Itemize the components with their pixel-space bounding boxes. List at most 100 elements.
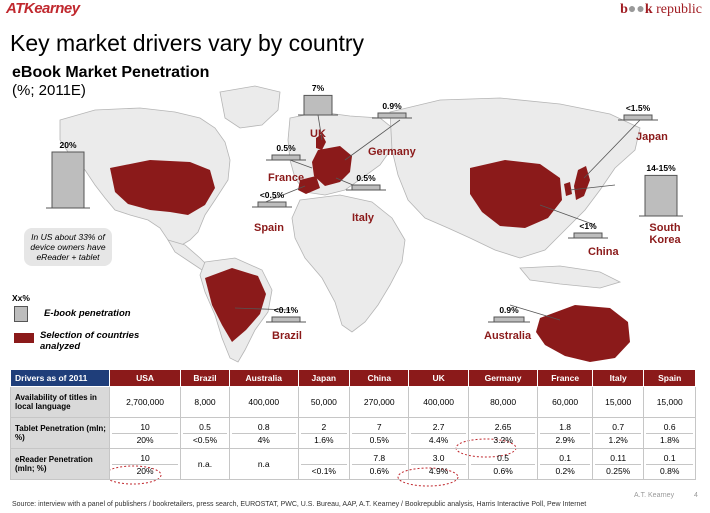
footer-brand: A.T. Kearney	[634, 492, 675, 499]
table-row-header: eReader Penetration (mln; %)	[10, 448, 110, 480]
table-row-header: Tablet Penetration (mln; %)	[10, 417, 110, 449]
country-label-brazil: Brazil	[272, 330, 302, 342]
china-shape	[470, 160, 562, 228]
table-col-australia: Australia	[228, 369, 299, 387]
table-cell: 8,000	[180, 386, 230, 418]
chart-title: eBook Market Penetration	[12, 64, 210, 81]
value-label-australia: 0.9%	[499, 305, 519, 315]
bar-italy	[351, 184, 381, 191]
table-cell: 15,000	[643, 386, 696, 418]
table-cell: 0.5 0.6%	[467, 448, 539, 480]
table-cell: 2,700,000	[108, 386, 182, 418]
bookrepublic-logo: b●●k republic	[620, 2, 702, 18]
japan-shape	[574, 166, 590, 200]
table-cell: 3.0 4.9%	[408, 448, 469, 480]
country-label-japan: Japan	[636, 131, 668, 143]
leader-lines	[234, 114, 641, 321]
bar-china	[573, 232, 603, 239]
country-label-australia: Australia	[484, 330, 532, 342]
table-cell: 0.5 <0.5%	[180, 417, 230, 449]
table-col-uk: UK	[408, 369, 469, 387]
table-cell: 2.65 3.2%	[467, 417, 539, 449]
uk-shape	[316, 134, 326, 150]
table-cell: n.a.	[180, 448, 230, 480]
table-cell: n.a	[228, 448, 299, 480]
value-label-uk: 7%	[311, 83, 325, 94]
australia-shape	[536, 305, 630, 362]
logo-part-republic: republic	[652, 2, 702, 17]
drivers-table: Drivers as of 2011 USA Brazil Australia Jap…	[10, 369, 696, 480]
country-label-south-korea: South Korea	[649, 222, 681, 246]
table-col-france: France	[537, 369, 593, 387]
table-col-china: China	[349, 369, 410, 387]
table-cell: 10 20%	[108, 417, 182, 449]
source-note: Source: interview with a panel of publis…	[12, 501, 587, 508]
logo-book-icon: ●●	[627, 2, 645, 17]
legend-analyzed-swatch	[14, 333, 34, 343]
brazil-shape	[205, 268, 266, 342]
page-number: 4	[694, 492, 698, 499]
country-label-italy: Italy	[352, 212, 375, 224]
bar-u-s	[51, 151, 85, 209]
table-cell: 0.8 4%	[228, 417, 299, 449]
value-label-south-korea: 14-15%	[646, 163, 676, 174]
table-cell: 0.1 0.2%	[537, 448, 593, 480]
table-col-japan: Japan	[297, 369, 351, 387]
table-cell: 270,000	[349, 386, 410, 418]
chart-subtitle: (%; 2011E)	[12, 82, 86, 99]
table-cell: 400,000	[408, 386, 469, 418]
table-cell: 10 20%	[108, 448, 182, 480]
table-cell: 1.8 2.9%	[537, 417, 593, 449]
table-cell: 15,000	[591, 386, 645, 418]
value-label-france: 0.5%	[276, 143, 296, 153]
table-col-usa: USA	[108, 369, 182, 387]
legend-key-label: Xx%	[12, 293, 30, 303]
legend-analyzed-label: Selection of countries analyzed	[40, 330, 140, 352]
bar-france	[271, 154, 301, 161]
table-col-germany: Germany	[467, 369, 539, 387]
value-label-japan: <1.5%	[625, 103, 651, 113]
bar-japan	[623, 114, 653, 121]
table-cell: 400,000	[228, 386, 299, 418]
country-label-spain: Spain	[254, 222, 284, 234]
table-corner-header: Drivers as of 2011	[10, 369, 110, 387]
table-header-row: Drivers as of 2011 USA Brazil Australia Jap…	[10, 369, 696, 387]
table-cell: 80,000	[467, 386, 539, 418]
value-label-china: <1%	[579, 221, 597, 231]
value-label-u-s: 20%	[59, 140, 77, 150]
atkearney-logo: ATKearney	[6, 0, 80, 17]
us-note-callout: In US about 33% of device owners have eR…	[24, 228, 112, 266]
south-korea-shape	[564, 182, 572, 196]
table-cell: 2.7 4.4%	[408, 417, 469, 449]
table-row: Availability of titles in local language…	[10, 386, 696, 418]
table-cell: 7.8 0.6%	[349, 448, 410, 480]
penetration-bars	[46, 94, 683, 323]
table-row: eReader Penetration (mln; %) 10 20% n.a. n.a…	[10, 448, 696, 480]
country-label-uk: UK	[310, 128, 326, 140]
table-col-italy: Italy	[591, 369, 645, 387]
country-label-germany: Germany	[368, 146, 416, 158]
table-cell: 0.11 0.25%	[591, 448, 645, 480]
table-cell: 7 0.5%	[349, 417, 410, 449]
table-cell: 0.7 1.2%	[591, 417, 645, 449]
page-title: Key market drivers vary by country	[10, 30, 365, 56]
value-label-germany: 0.9%	[382, 101, 402, 111]
value-label-spain: <0.5%	[259, 190, 285, 200]
table-cell: 2 1.6%	[297, 417, 351, 449]
table-cell: 50,000	[297, 386, 351, 418]
greenland-shape	[219, 85, 281, 129]
indonesia-shape	[519, 265, 622, 289]
table-cell: 0.1 0.8%	[643, 448, 696, 480]
table-cell: <0.1%	[297, 448, 351, 480]
bar-brazil	[271, 316, 301, 323]
logo-part-k: k	[644, 2, 653, 17]
spain-shape	[298, 176, 320, 194]
value-label-brazil: <0.1%	[273, 305, 299, 315]
table-row-header: Availability of titles in local language	[10, 386, 110, 418]
usa-shape	[110, 160, 215, 215]
europe-analyzed-shape	[312, 146, 352, 186]
bar-uk	[303, 94, 333, 116]
analyzed-countries	[110, 134, 630, 362]
table-col-spain: Spain	[643, 369, 696, 387]
